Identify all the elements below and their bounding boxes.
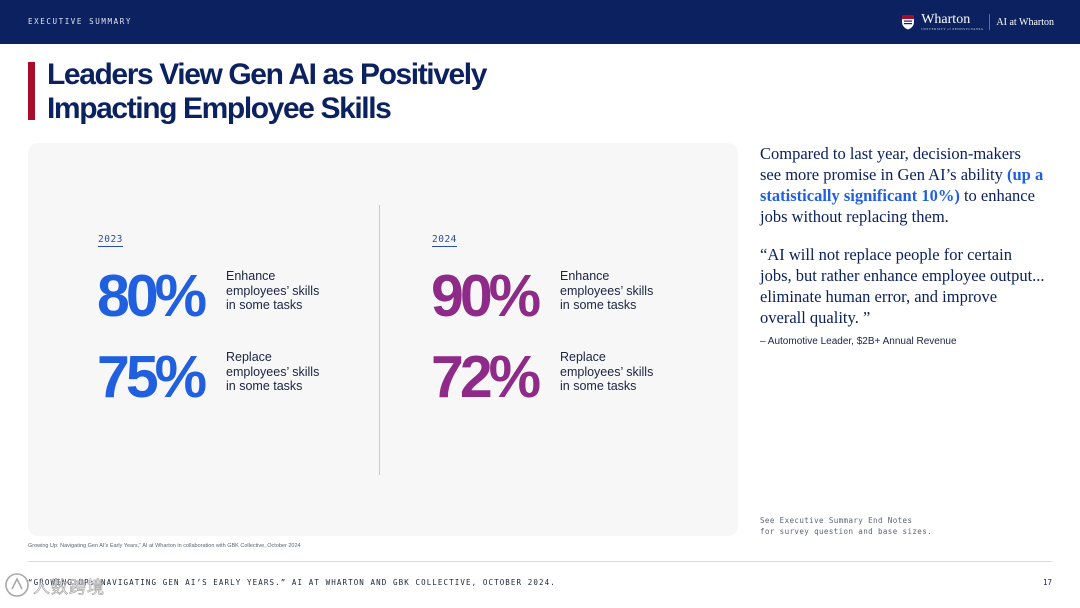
title-line-2: Impacting Employee Skills (47, 92, 392, 125)
stat-desc-line: in some tasks (560, 379, 637, 393)
summary-highlight: (up a statistically significant 10%) (760, 165, 1044, 205)
stat-desc-line: in some tasks (226, 379, 303, 393)
summary-text: Compared to last year, decision-makers s… (760, 144, 1021, 184)
stat-desc-line: Enhance (560, 269, 610, 283)
summary-paragraph: Compared to last year, decision-makers s… (760, 143, 1045, 227)
stat-desc-line: in some tasks (226, 298, 303, 312)
stat-desc-2023-replace: Replace employees’ skills in some tasks (226, 350, 346, 394)
brand-logo: Wharton UNIVERSITY of PENNSYLVANIA AI at… (901, 11, 1054, 33)
stat-desc-line: Replace (226, 350, 272, 364)
brand-subtitle: UNIVERSITY of PENNSYLVANIA (921, 26, 984, 31)
end-notes-line: See Executive Summary End Notes (760, 516, 913, 525)
end-notes-line: for survey question and base sizes. (760, 526, 933, 536)
quote-attribution: – Automotive Leader, $2B+ Annual Revenue (760, 336, 957, 347)
brand-name: Wharton (921, 11, 971, 27)
footer-rule (28, 561, 1052, 562)
stat-desc-line: employees’ skills (226, 283, 320, 298)
summary-text-end: to enhance jobs without replacing them. (760, 186, 1035, 226)
shield-icon (902, 15, 915, 30)
watermark-text: 人数跨境 (33, 577, 105, 598)
source-note: Growing Up: Navigating Gen AI’s Early Ye… (28, 543, 301, 549)
page-number: 17 (1042, 578, 1052, 587)
brand-divider (989, 14, 991, 30)
stat-desc-line: employees’ skills (560, 364, 654, 379)
year-label-2023: 2023 (98, 234, 123, 247)
brand-ai-label: AI at Wharton (996, 16, 1054, 28)
watermark: 人数跨境 (4, 572, 105, 598)
page-title: Leaders View Gen AI as Positively Impact… (47, 58, 567, 126)
footer-citation: “GROWING UP: NAVIGATING GEN AI’S EARLY Y… (28, 578, 556, 587)
title-accent-bar (28, 62, 35, 120)
end-notes-reference: See Executive Summary End Notes for surv… (760, 516, 990, 537)
stat-value-2024-replace: 72% (431, 344, 541, 410)
title-line-1: Leaders View Gen AI as Positively (47, 58, 487, 91)
stat-value-2023-enhance: 80% (97, 263, 207, 329)
stat-desc-line: employees’ skills (560, 283, 654, 298)
brand-wordmark: Wharton UNIVERSITY of PENNSYLVANIA (921, 11, 984, 32)
stat-desc-line: employees’ skills (226, 364, 320, 379)
stat-desc-2024-enhance: Enhance employees’ skills in some tasks (560, 269, 680, 313)
watermark-logo-icon (5, 573, 29, 597)
year-label-2024: 2024 (432, 234, 457, 247)
stat-value-2024-enhance: 90% (431, 263, 541, 329)
stats-panel (28, 143, 738, 536)
top-bar: EXECUTIVE SUMMARY Wharton UNIVERSITY of … (0, 0, 1080, 44)
stat-desc-2023-enhance: Enhance employees’ skills in some tasks (226, 269, 346, 313)
stat-value-2023-replace: 75% (97, 344, 207, 410)
stat-desc-2024-replace: Replace employees’ skills in some tasks (560, 350, 680, 394)
column-divider (379, 205, 380, 475)
section-label: EXECUTIVE SUMMARY (28, 17, 132, 26)
stat-desc-line: Replace (560, 350, 606, 364)
stat-desc-line: Enhance (226, 269, 276, 283)
stat-desc-line: in some tasks (560, 298, 637, 312)
leader-quote: “AI will not replace people for certain … (760, 245, 1045, 327)
